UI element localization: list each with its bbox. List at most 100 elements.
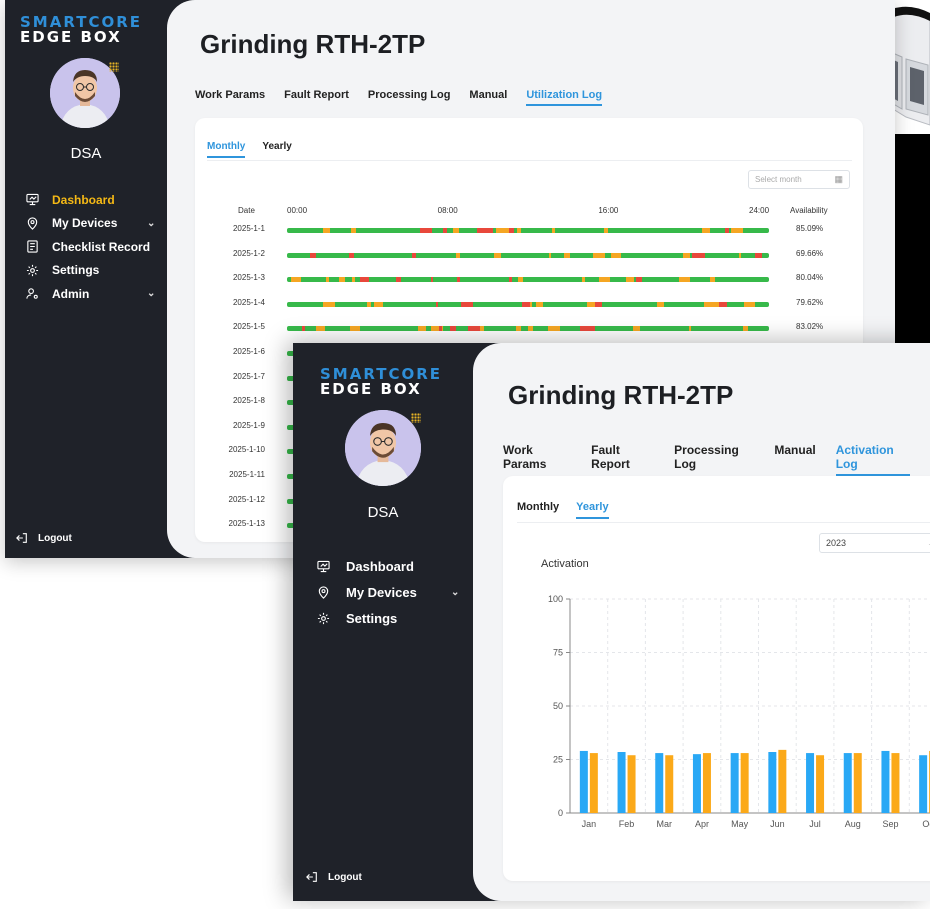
- x-tick-label: Aug: [845, 819, 861, 829]
- header-time: 16:00: [598, 206, 619, 215]
- timeline-bar[interactable]: [287, 252, 769, 258]
- timeline-bar[interactable]: [287, 424, 295, 430]
- timeline-segment: [632, 326, 641, 332]
- avatar[interactable]: [50, 58, 120, 128]
- header-date: Date: [238, 206, 255, 215]
- timeline-segment: [508, 277, 512, 283]
- timeline-segment: [351, 228, 356, 233]
- timeline-bar[interactable]: [287, 523, 295, 529]
- year-select[interactable]: 2023 →: [819, 533, 930, 553]
- timeline-segment: [302, 326, 306, 332]
- tab-manual[interactable]: Manual: [469, 89, 508, 101]
- tab-utilization-log[interactable]: Utilization Log: [526, 89, 602, 106]
- timeline-segment: [517, 228, 521, 233]
- row-availability: 85.09%: [796, 224, 824, 233]
- month-select[interactable]: Select month ▦: [748, 170, 850, 189]
- x-tick-label: Feb: [619, 819, 635, 829]
- logout-button[interactable]: Logout: [306, 871, 362, 883]
- decorative-dots: [411, 413, 421, 423]
- timeline-segment: [522, 301, 532, 307]
- logout-button[interactable]: Logout: [16, 532, 72, 544]
- logout-icon: [16, 533, 27, 543]
- period-tabs: Monthly Yearly: [207, 141, 309, 158]
- bar: [740, 753, 749, 813]
- tab-activation-log[interactable]: Activation Log: [835, 443, 911, 476]
- sidebar-item-dashboard[interactable]: Dashboard: [5, 188, 167, 212]
- timeline-segment: [322, 301, 335, 307]
- bar: [891, 753, 900, 813]
- page-title: Grinding RTH-2TP: [200, 29, 426, 59]
- timeline-bar[interactable]: [287, 277, 769, 283]
- timeline-segment: [315, 326, 326, 332]
- row-date: 2025-1-4: [232, 297, 265, 307]
- divider: [207, 160, 852, 161]
- sidebar-item-checklist-record[interactable]: Checklist Record: [5, 235, 167, 259]
- header-time: 00:00: [287, 206, 308, 215]
- timeline-segment: [496, 228, 509, 233]
- timeline-segment: [520, 277, 523, 283]
- sidebar-item-settings[interactable]: Settings: [293, 605, 473, 631]
- tab-fault-report[interactable]: Fault Report: [284, 89, 349, 101]
- timeline-bar[interactable]: [287, 326, 769, 332]
- row-date: 2025-1-1: [232, 224, 265, 233]
- tab-yearly[interactable]: Yearly: [262, 141, 292, 152]
- sidebar-item-my-devices[interactable]: My Devices ⌄: [293, 579, 473, 605]
- timeline-segment: [689, 326, 692, 332]
- activation-chart: 0 25 50 75 100 Jan Feb Mar Apr May Jun Jul Aug Sep Oc: [548, 594, 930, 829]
- timeline-segment: [411, 252, 417, 258]
- timeline-bar[interactable]: [287, 351, 295, 356]
- tab-yearly[interactable]: Yearly: [576, 501, 610, 519]
- timeline-bar[interactable]: [287, 375, 295, 381]
- timeline-segment: [417, 326, 426, 332]
- timeline-segment: [738, 252, 741, 258]
- timeline-bar[interactable]: [287, 498, 295, 504]
- timeline-bar[interactable]: [287, 449, 295, 455]
- chevron-down-icon: ⌄: [451, 586, 460, 598]
- y-tick-label: 0: [558, 808, 563, 818]
- sidebar-item-dashboard[interactable]: Dashboard: [293, 553, 473, 579]
- app-window-activation: SMARTCORE EDGE BOX DSA Dashboard: [293, 343, 930, 901]
- main-content: Grinding RTH-2TP Work Params Fault Repor…: [473, 343, 930, 901]
- timeline-segment: [455, 252, 461, 258]
- timeline-segment: [730, 228, 743, 233]
- timeline-segment: [509, 228, 514, 233]
- timeline-segment: [430, 277, 433, 283]
- timeline-bar[interactable]: [287, 474, 295, 479]
- x-tick-label: May: [731, 819, 749, 829]
- logo: SMARTCORE EDGE BOX: [320, 365, 443, 398]
- timeline-segment: [656, 301, 664, 307]
- timeline-bar[interactable]: [287, 400, 295, 406]
- tab-work-params[interactable]: Work Params: [195, 89, 266, 101]
- row-date: 2025-1-13: [228, 519, 265, 529]
- tab-manual[interactable]: Manual: [774, 443, 816, 457]
- timeline-bar[interactable]: [287, 301, 769, 307]
- y-tick-label: 50: [553, 701, 563, 711]
- row-date: 2025-1-5: [232, 322, 265, 332]
- timeline-segment: [710, 277, 716, 283]
- timeline-bar[interactable]: [287, 228, 769, 233]
- timeline-segment: [419, 228, 424, 233]
- activation-card: Monthly Yearly 2023 → Activation 0 25 50 75…: [503, 476, 930, 881]
- sidebar-item-admin[interactable]: Admin ⌄: [5, 282, 167, 306]
- sidebar-item-settings[interactable]: Settings: [5, 259, 167, 283]
- device-tabs: Work Params Fault Report Processing Log …: [195, 89, 621, 106]
- avatar[interactable]: [345, 410, 421, 486]
- user-gear-icon: [26, 288, 38, 300]
- tab-work-params[interactable]: Work Params: [503, 443, 547, 471]
- timeline-segment: [548, 252, 552, 258]
- sidebar-item-my-devices[interactable]: My Devices ⌄: [5, 212, 167, 236]
- timeline-segment: [530, 301, 533, 307]
- tab-processing-log[interactable]: Processing Log: [674, 443, 739, 471]
- timeline-segment: [610, 252, 621, 258]
- timeline-segment: [598, 277, 611, 283]
- chevron-down-icon: ⌄: [147, 288, 156, 300]
- timeline-segment: [693, 252, 704, 258]
- header-availability: Availability: [790, 206, 828, 215]
- tab-fault-report[interactable]: Fault Report: [591, 443, 630, 471]
- tab-monthly[interactable]: Monthly: [517, 501, 560, 513]
- tab-processing-log[interactable]: Processing Log: [367, 89, 451, 101]
- tab-monthly[interactable]: Monthly: [207, 141, 246, 158]
- timeline-segment: [453, 228, 459, 233]
- sidebar-nav: Dashboard My Devices ⌄ Checklist Record …: [5, 188, 167, 306]
- page-title: Grinding RTH-2TP: [508, 380, 734, 410]
